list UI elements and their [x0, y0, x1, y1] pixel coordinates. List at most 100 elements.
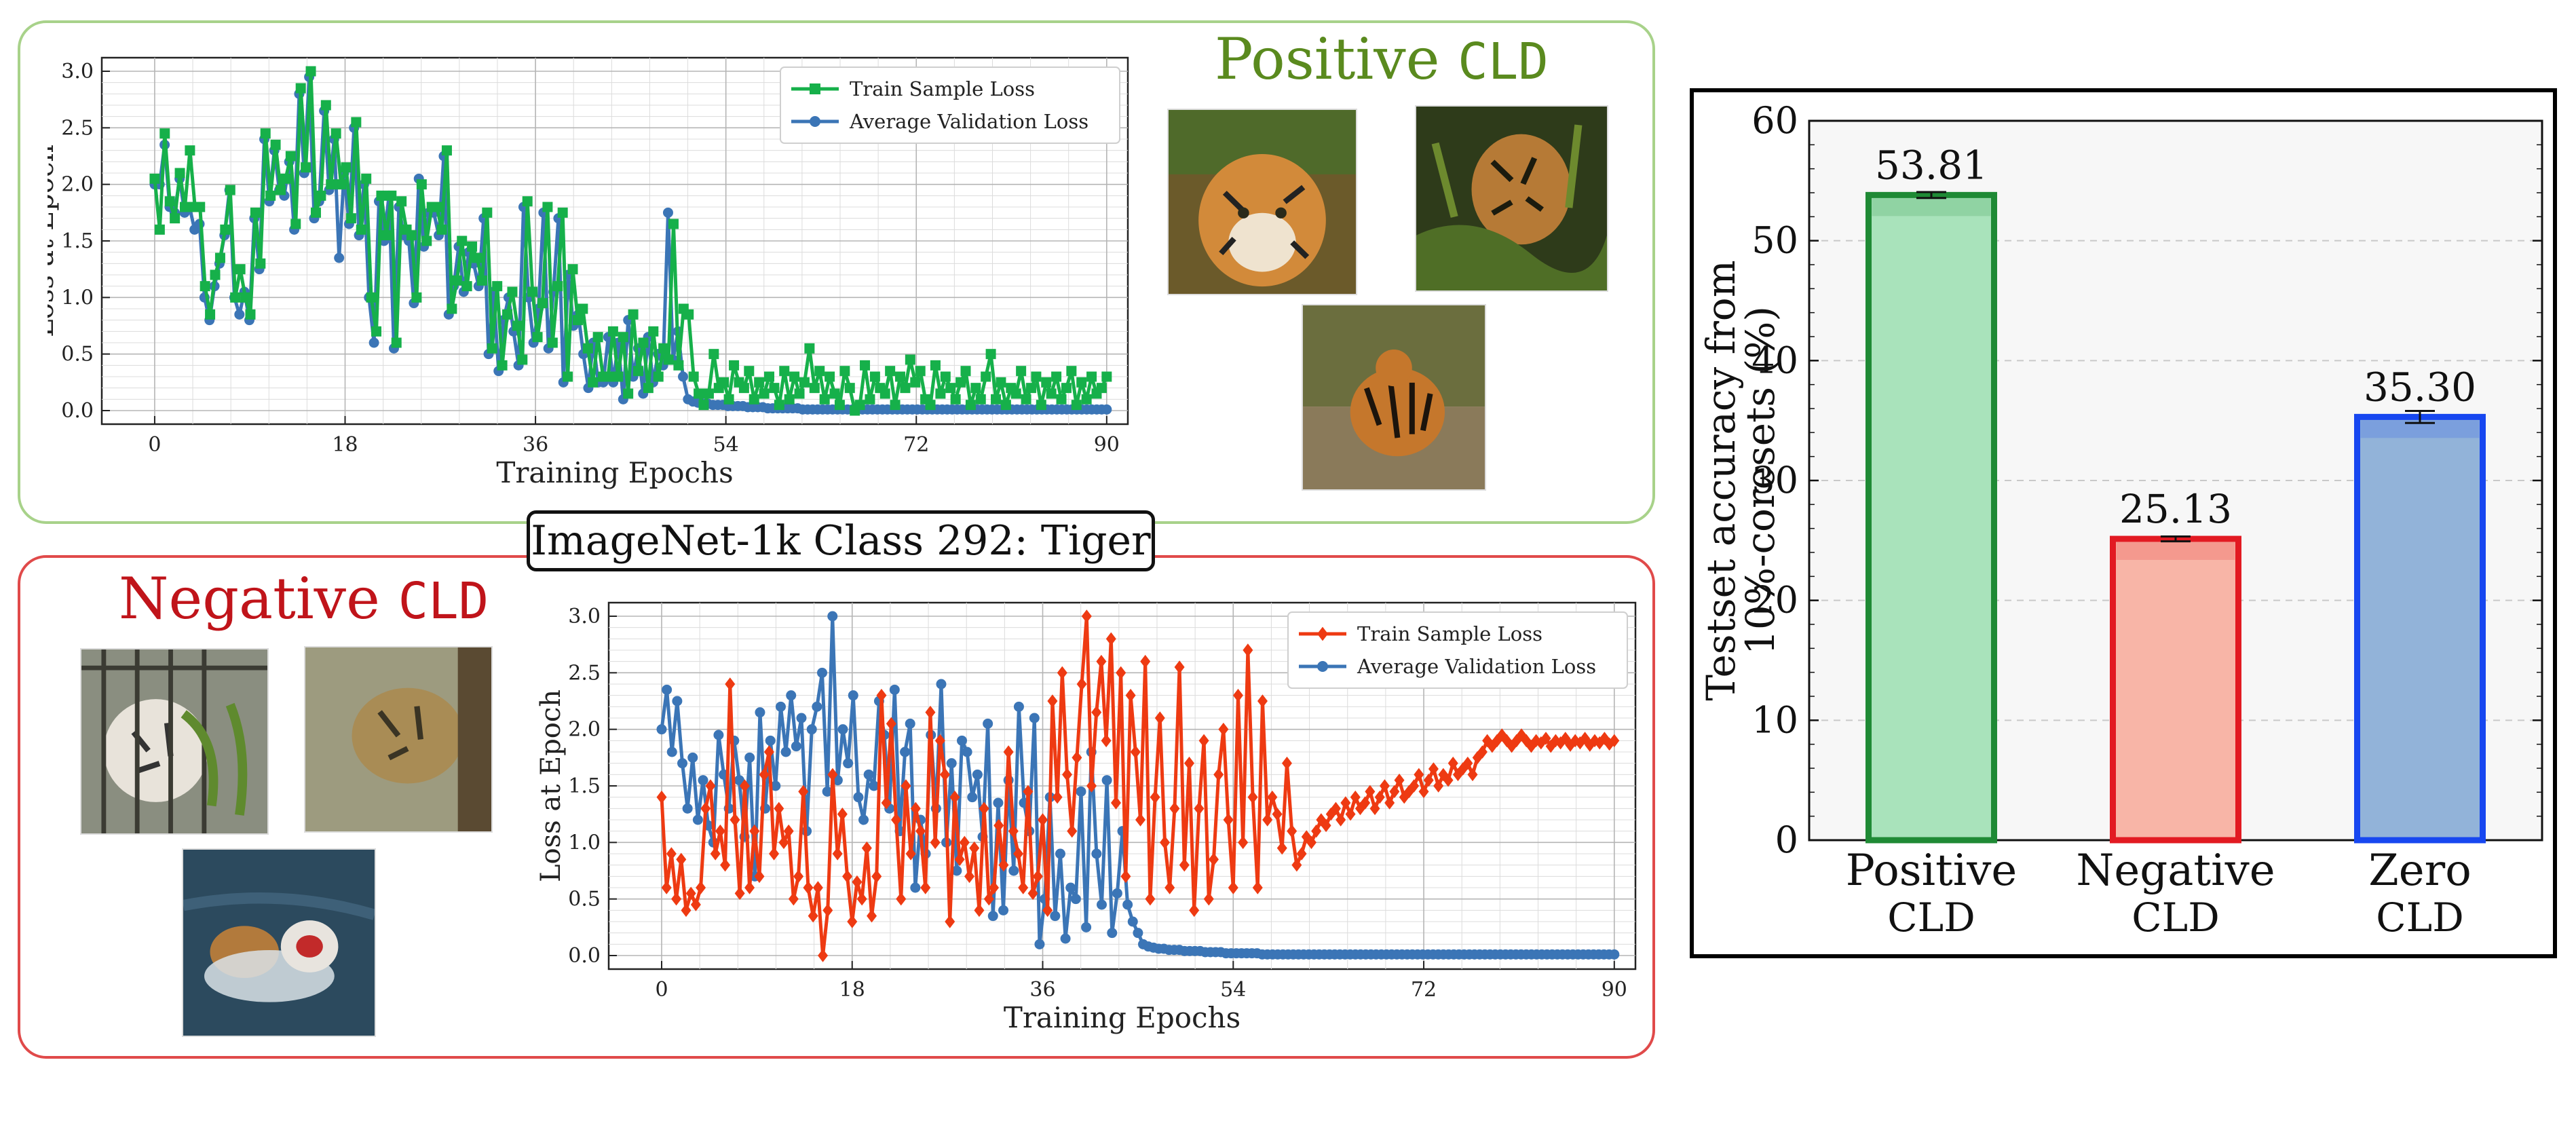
y-tick-label: 10	[1751, 698, 1798, 741]
y-tick-label: 1.0	[61, 286, 94, 309]
data-point	[839, 366, 850, 377]
data-point	[853, 792, 864, 803]
data-point	[1154, 711, 1165, 725]
data-point	[305, 66, 316, 77]
data-point	[683, 309, 694, 320]
tiger-photo-neg-3	[182, 848, 376, 1037]
data-point	[522, 196, 533, 207]
data-point	[648, 326, 659, 337]
data-point	[666, 847, 677, 861]
data-point	[265, 190, 276, 201]
data-point	[832, 847, 843, 861]
data-point	[949, 790, 960, 804]
y-tick-label: 3.0	[568, 605, 601, 628]
data-point	[688, 371, 699, 382]
data-point	[784, 394, 795, 404]
data-point	[1179, 858, 1190, 872]
data-point	[1570, 734, 1580, 748]
data-point	[461, 281, 472, 292]
data-point	[240, 292, 251, 303]
data-point	[1046, 388, 1057, 399]
data-point	[1101, 404, 1112, 415]
data-point	[276, 185, 286, 195]
data-point	[1034, 939, 1045, 949]
data-point	[1003, 745, 1014, 759]
data-point	[1061, 383, 1072, 394]
legend-marker	[810, 116, 820, 127]
data-point	[934, 734, 945, 748]
data-point	[1169, 801, 1180, 816]
data-point	[149, 173, 160, 184]
data-point	[1050, 911, 1061, 922]
data-point	[1501, 734, 1512, 748]
series-train	[149, 66, 1112, 416]
data-point	[798, 785, 809, 799]
data-point	[804, 343, 815, 354]
data-point	[1025, 383, 1036, 394]
data-point	[905, 847, 916, 861]
data-point	[985, 349, 996, 360]
data-point	[245, 309, 256, 320]
data-point	[656, 790, 667, 804]
data-point	[1389, 785, 1400, 799]
data-point	[487, 343, 497, 354]
data-point	[557, 207, 568, 218]
data-point	[1125, 688, 1136, 702]
data-point	[336, 179, 347, 190]
data-point	[1350, 790, 1361, 804]
y-tick-label: 0	[1775, 818, 1798, 861]
data-point	[310, 207, 321, 218]
data-point	[1262, 813, 1273, 827]
legend-label: Train Sample Loss	[850, 77, 1035, 100]
data-point	[812, 881, 823, 894]
data-point	[1243, 643, 1253, 657]
data-point	[799, 377, 810, 388]
data-point	[1000, 400, 1011, 411]
data-point	[1041, 377, 1052, 388]
data-point	[925, 705, 936, 719]
data-point	[195, 202, 206, 212]
y-tick-label: 1.0	[568, 831, 601, 854]
data-point	[623, 388, 634, 399]
data-point	[1060, 933, 1071, 944]
data-point	[467, 241, 478, 252]
data-point	[582, 343, 593, 354]
y-tick-label: 3.0	[61, 60, 94, 83]
data-point	[1101, 775, 1112, 786]
data-point	[666, 747, 677, 757]
data-point	[185, 145, 195, 156]
data-point	[603, 371, 613, 382]
data-point	[618, 332, 628, 343]
data-point	[607, 326, 618, 337]
data-point	[661, 881, 672, 894]
negative-tag-word: Negative	[119, 565, 380, 632]
data-point	[326, 179, 337, 190]
data-point	[1164, 881, 1175, 894]
y-axis-label: Loss at Epoch	[535, 690, 567, 882]
data-point	[889, 684, 900, 695]
data-point	[1194, 801, 1205, 816]
data-point	[774, 801, 784, 816]
data-point	[1482, 734, 1493, 748]
data-point	[472, 252, 482, 263]
bar-value-label: 25.13	[2119, 486, 2232, 532]
data-point	[159, 128, 170, 139]
data-point	[852, 875, 863, 889]
positive-cld-title: Positive CLD	[1215, 31, 1549, 88]
y-axis-label: Loss at Epoch	[48, 145, 60, 337]
data-point	[1257, 694, 1268, 708]
y-tick-label: 1.5	[568, 774, 601, 798]
data-point	[969, 841, 980, 855]
data-point	[1051, 371, 1062, 382]
data-point	[1096, 899, 1107, 910]
category-sublabel: CLD	[1887, 894, 1975, 941]
data-point	[1070, 894, 1081, 905]
data-point	[1036, 400, 1046, 411]
data-point	[406, 230, 417, 241]
data-point	[1081, 394, 1092, 404]
y-tick-label: 30	[1751, 459, 1798, 502]
data-point	[783, 824, 794, 838]
data-point	[1536, 736, 1547, 750]
class-label-box: ImageNet-1k Class 292: Tiger	[527, 510, 1155, 571]
data-point	[1399, 790, 1409, 804]
